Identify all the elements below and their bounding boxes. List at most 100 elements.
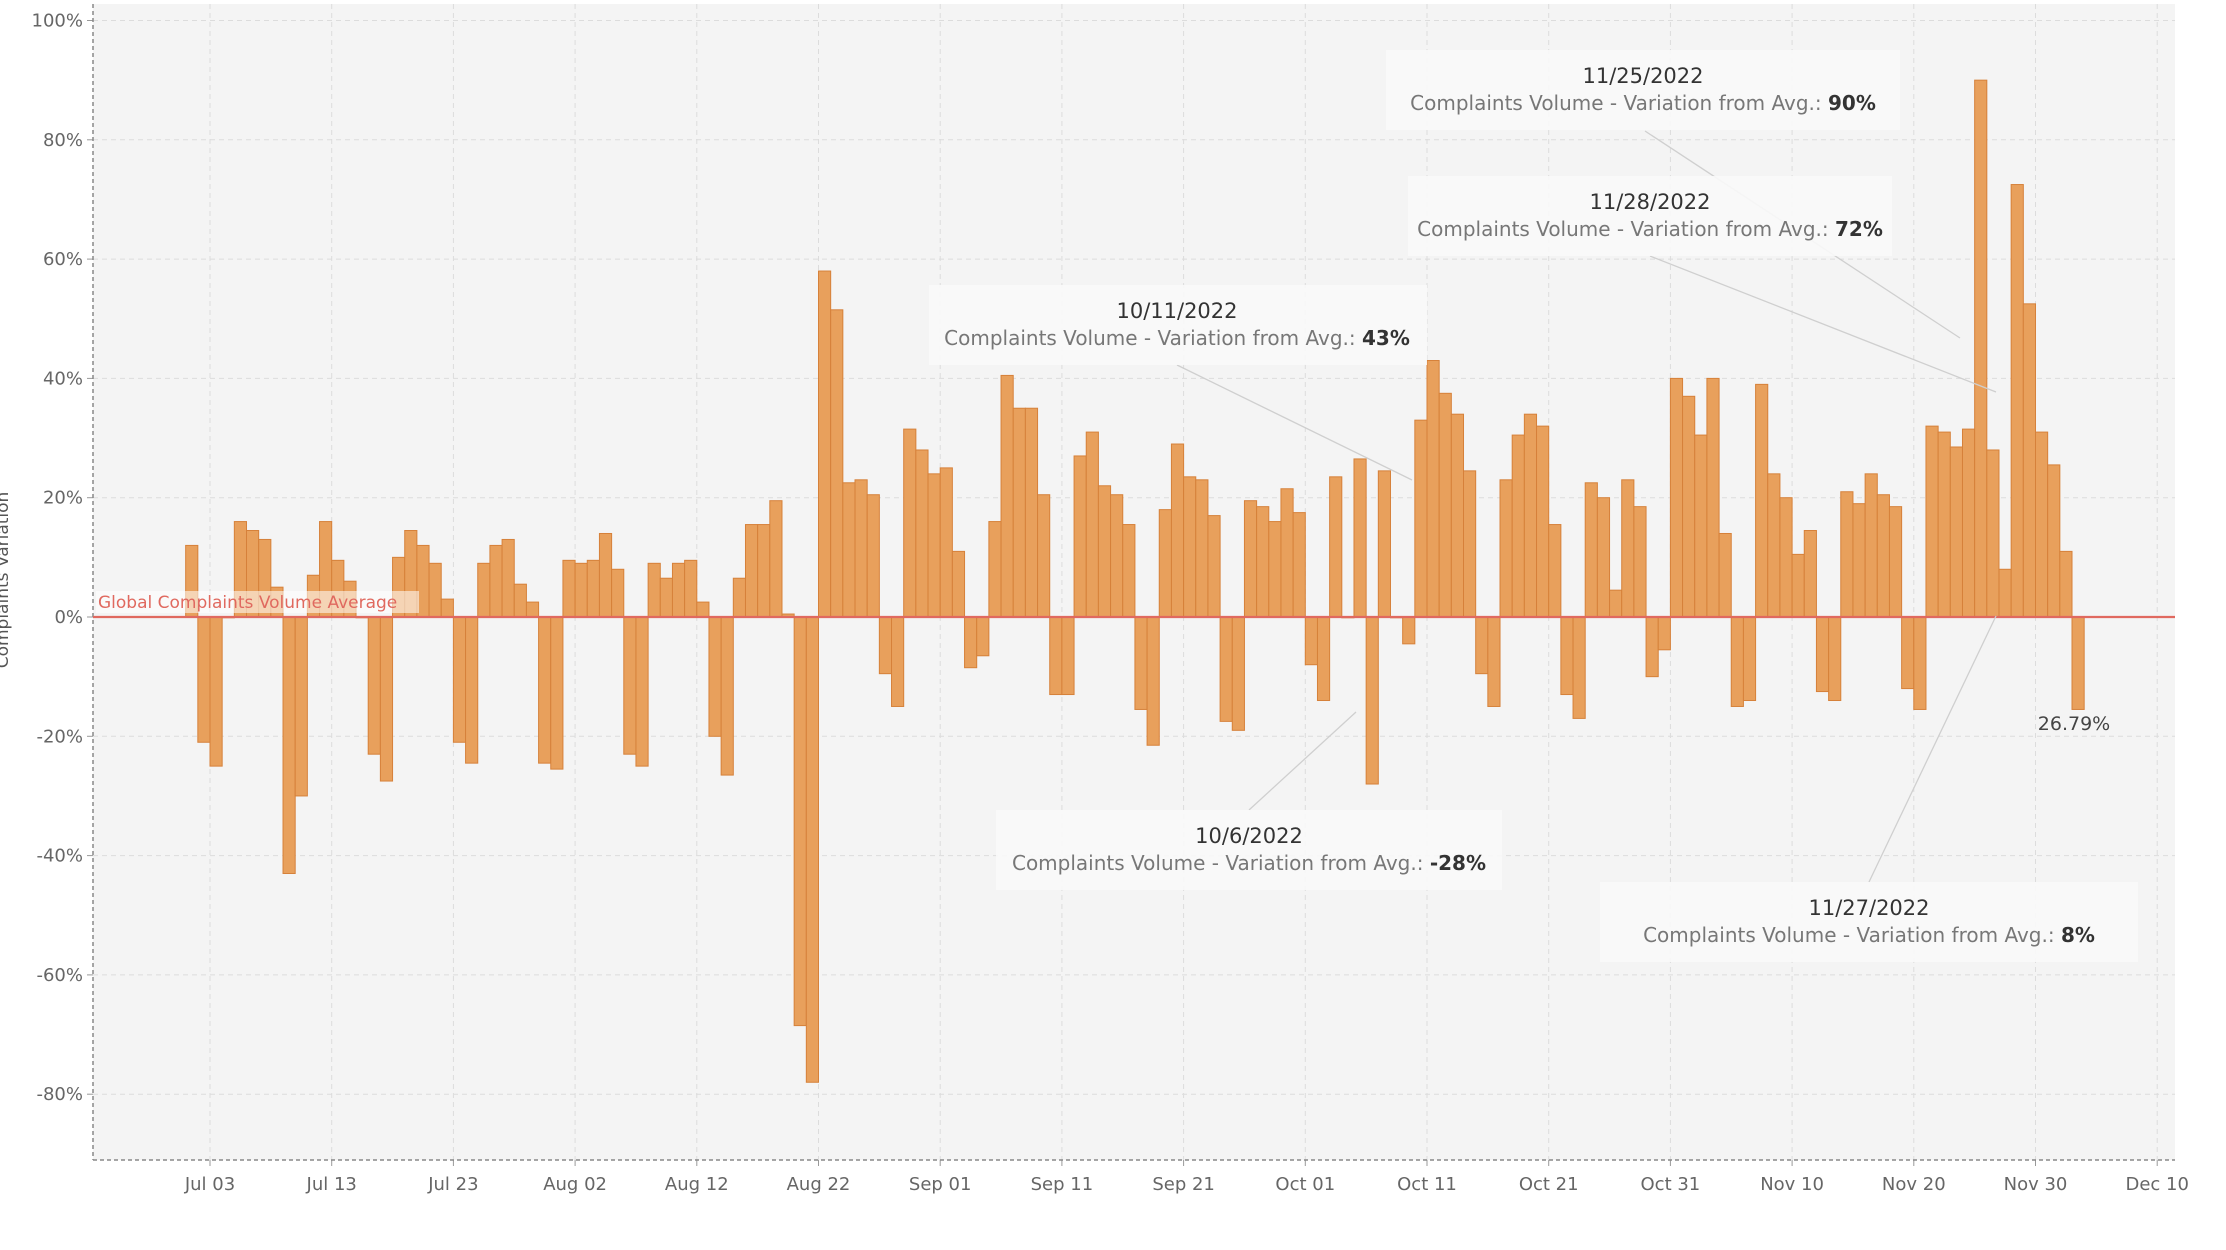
bar	[805, 616, 820, 1083]
bar	[1657, 616, 1671, 651]
bar	[1669, 377, 1684, 618]
annotation-box	[996, 810, 1502, 890]
y-axis-title: Complaints Variation	[0, 492, 13, 669]
bar	[1280, 488, 1294, 618]
annotation-box	[1408, 176, 1892, 256]
bar	[209, 616, 223, 767]
x-tick-label: Oct 31	[1641, 1174, 1701, 1195]
bar	[1706, 377, 1720, 618]
bar	[2059, 550, 2073, 618]
bar	[513, 583, 527, 618]
bar	[1779, 497, 1793, 618]
annotations: 11/25/2022 Complaints Volume - Variation …	[929, 50, 2138, 962]
y-tick-label: 100%	[32, 11, 83, 32]
bar	[574, 562, 588, 618]
bar	[1110, 494, 1124, 618]
bar	[1888, 506, 1903, 618]
bar	[525, 601, 540, 618]
bar	[379, 616, 394, 782]
bar	[1767, 473, 1781, 618]
x-tick-label: Jul 03	[184, 1174, 235, 1195]
bar	[562, 559, 576, 618]
x-tick-label: Nov 30	[2004, 1174, 2068, 1195]
bar	[550, 616, 564, 770]
x-tick-label: Jul 23	[427, 1174, 478, 1195]
bar	[757, 524, 771, 618]
bar	[1097, 485, 1112, 618]
bar	[197, 616, 211, 743]
bar	[1085, 431, 1099, 618]
y-tick-label: 40%	[43, 368, 83, 389]
bar	[1231, 616, 1245, 731]
x-tick-label: Oct 21	[1519, 1174, 1579, 1195]
x-tick-label: Oct 01	[1275, 1174, 1335, 1195]
bar	[1572, 616, 1586, 719]
bar	[1730, 616, 1744, 707]
bar	[1998, 568, 2012, 618]
bar	[501, 538, 515, 618]
bar	[1536, 425, 1550, 618]
bar	[1122, 524, 1136, 618]
x-tick-label: Aug 02	[543, 1174, 607, 1195]
y-tick-label: -40%	[36, 846, 83, 867]
bar	[1682, 395, 1696, 618]
x-tick-label: Nov 20	[1882, 1174, 1946, 1195]
bar	[440, 598, 454, 618]
annotation-box	[1600, 882, 2138, 962]
annotation-box	[929, 285, 1427, 365]
annotation-date: 10/11/2022	[1116, 299, 1237, 323]
annotation-date: 11/27/2022	[1808, 896, 1929, 920]
x-tick-label: Nov 10	[1760, 1174, 1824, 1195]
annotation-leader-line	[1248, 711, 1357, 811]
x-tick-label: Oct 11	[1397, 1174, 1457, 1195]
bar	[1438, 392, 1452, 618]
bar	[866, 494, 880, 618]
annotation-measure: Complaints Volume - Variation from Avg.:	[1410, 91, 1828, 115]
bar	[1913, 616, 1927, 710]
y-tick-label: -20%	[36, 726, 83, 747]
bar	[635, 616, 649, 767]
annotation-text: Complaints Volume - Variation from Avg.:…	[1643, 923, 2095, 947]
bar	[1195, 479, 1209, 618]
bar	[1949, 446, 1963, 618]
bar	[1621, 479, 1635, 618]
bar	[1584, 482, 1598, 618]
bar	[647, 562, 661, 618]
annotation-text: Complaints Volume - Variation from Avg.:…	[1417, 217, 1883, 241]
bar	[744, 524, 759, 618]
bar	[1158, 509, 1172, 618]
bar	[1292, 512, 1306, 618]
bar	[964, 616, 978, 669]
bar	[2022, 303, 2036, 618]
bar	[1414, 419, 1428, 618]
bar	[1207, 515, 1221, 618]
annotation-text: Complaints Volume - Variation from Avg.:…	[1012, 851, 1486, 875]
axes: 100% 80% 60% 40% 20% 0% -20% -40% -60% -80% Jul 03…	[32, 4, 2189, 1195]
bar	[1961, 428, 1976, 618]
bar	[769, 500, 783, 618]
bar	[903, 428, 917, 618]
bar	[2035, 431, 2049, 618]
bar	[1499, 479, 1513, 618]
bar	[538, 616, 552, 764]
bar	[611, 568, 625, 618]
bar	[1316, 616, 1331, 702]
bar	[732, 577, 746, 618]
x-tick-label: Aug 12	[665, 1174, 729, 1195]
bar	[1609, 589, 1623, 618]
y-tick-label: 0%	[54, 607, 83, 628]
bar	[1256, 506, 1270, 618]
x-tick-label: Aug 22	[787, 1174, 851, 1195]
bar	[477, 562, 491, 618]
annotation-text: Complaints Volume - Variation from Avg.:…	[944, 326, 1410, 350]
bar	[988, 521, 1002, 618]
bar	[452, 616, 467, 743]
bar	[1183, 476, 1197, 618]
bar	[1365, 616, 1379, 785]
bar	[1803, 530, 1817, 618]
bar	[951, 550, 966, 618]
annotation-leaders	[1176, 130, 1997, 883]
bar	[1353, 458, 1367, 618]
bar	[1268, 521, 1282, 618]
